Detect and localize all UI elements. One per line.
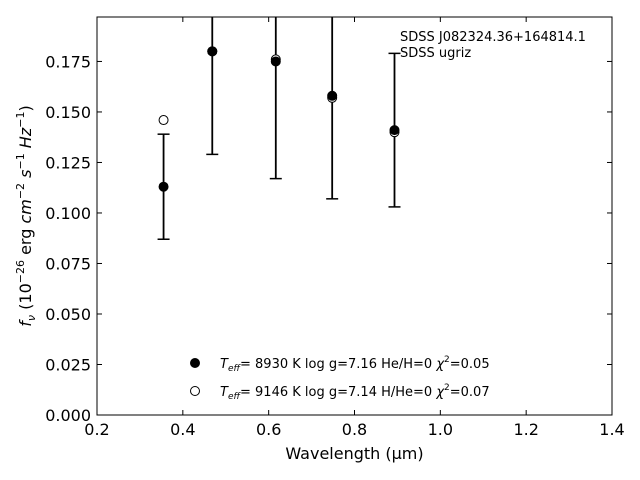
x-axis: 0.2 0.4 0.6 0.8 1.0 1.2 1.4 (84, 17, 625, 439)
legend-entry-2: Teff= 9146 K log g=7.14 H/He=0 χ2=0.07 (220, 383, 490, 402)
y-tick-label: 0.050 (45, 305, 91, 324)
x-tick-label: 0.8 (342, 420, 367, 439)
model-point-open (158, 115, 169, 126)
y-tick-label: 0.075 (45, 254, 91, 273)
y-tick-label: 0.100 (45, 204, 91, 223)
model-point-filled (389, 125, 400, 136)
x-tick-label: 1.2 (513, 420, 538, 439)
legend: Teff= 8930 K log g=7.16 He/H=0 χ2=0.05 T… (190, 355, 490, 402)
plot-layer (157, 17, 401, 240)
y-tick-label: 0.025 (45, 355, 91, 374)
y-tick-label: 0.175 (45, 52, 91, 71)
x-tick-label: 0.2 (84, 420, 109, 439)
y-axis: 0.000 0.025 0.050 0.075 0.100 0.125 0.150 0.175 (45, 52, 612, 425)
x-axis-title: Wavelength (µm) (285, 444, 423, 463)
x-tick-label: 1.0 (428, 420, 453, 439)
y-tick-label: 0.125 (45, 153, 91, 172)
legend-1-params: log g=7.16 He/H=0 (305, 357, 432, 372)
x-tick-label: 1.4 (599, 420, 624, 439)
legend-2-chi: =0.07 (450, 385, 490, 400)
annotation-photometry: SDSS ugriz (400, 46, 471, 61)
x-tick-label: 0.4 (170, 420, 195, 439)
plot-frame (96, 16, 613, 416)
x-tick-label: 0.6 (256, 420, 281, 439)
model-point-filled (207, 46, 218, 57)
legend-2-params: log g=7.14 H/He=0 (305, 385, 432, 400)
legend-1-teff: 8930 K (255, 357, 301, 372)
legend-1-chi: =0.05 (450, 357, 490, 372)
model-point-filled (158, 181, 169, 192)
legend-marker-open (190, 386, 200, 396)
annotation-object-name: SDSS J082324.36+164814.1 (400, 30, 586, 45)
y-tick-label: 0.000 (45, 406, 91, 425)
legend-entry-1: Teff= 8930 K log g=7.16 He/H=0 χ2=0.05 (220, 355, 490, 374)
legend-2-teff: 9146 K (255, 385, 301, 400)
model-point-filled (327, 90, 338, 101)
legend-marker-filled (190, 358, 200, 368)
model-point-filled (270, 56, 281, 67)
y-tick-label: 0.150 (45, 103, 91, 122)
y-axis-title: fν (10−26 erg cm−2 s−1 Hz−1) (14, 105, 38, 326)
